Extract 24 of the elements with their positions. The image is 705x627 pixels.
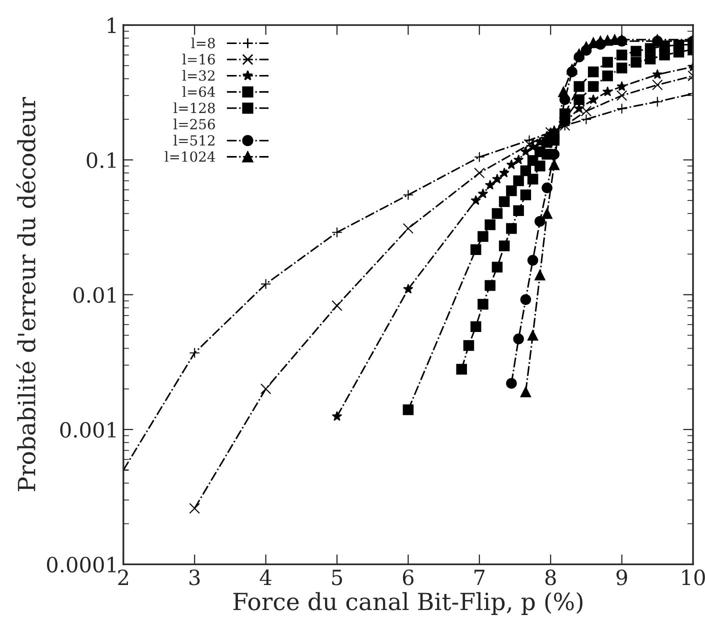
legend-label: l=64 bbox=[182, 86, 216, 97]
legend-label: l=8 bbox=[191, 38, 215, 48]
legend-label: l=1024 bbox=[164, 151, 216, 162]
x-tick-label: 10 bbox=[682, 570, 705, 586]
legend-label: l=256 bbox=[174, 118, 215, 130]
x-tick-label: 2 bbox=[118, 570, 128, 585]
y-axis-title: Probabilité d'erreur du décodeur bbox=[16, 97, 36, 492]
y-tick-label: 1 bbox=[108, 18, 116, 33]
y-tick-label: 0.1 bbox=[86, 152, 116, 168]
x-tick-label: 6 bbox=[402, 570, 414, 586]
legend-label: l=32 bbox=[182, 70, 214, 81]
x-tick-label: 7 bbox=[474, 570, 485, 585]
legend-label: l=128 bbox=[174, 102, 215, 114]
x-tick-label: 5 bbox=[332, 570, 342, 586]
y-tick-label: 0.001 bbox=[60, 422, 116, 438]
x-tick-label: 4 bbox=[260, 570, 272, 585]
x-tick-label: 8 bbox=[545, 570, 556, 586]
legend-label: l=16 bbox=[182, 54, 215, 65]
legend-label: l=512 bbox=[174, 134, 214, 146]
x-tick-label: 3 bbox=[190, 570, 200, 586]
y-tick-label: 0.01 bbox=[74, 287, 116, 303]
x-tick-label: 9 bbox=[616, 570, 628, 586]
y-tick-label: 0.0001 bbox=[46, 556, 116, 573]
x-axis-title: Force du canal Bit-Flip, p (%) bbox=[233, 592, 582, 615]
